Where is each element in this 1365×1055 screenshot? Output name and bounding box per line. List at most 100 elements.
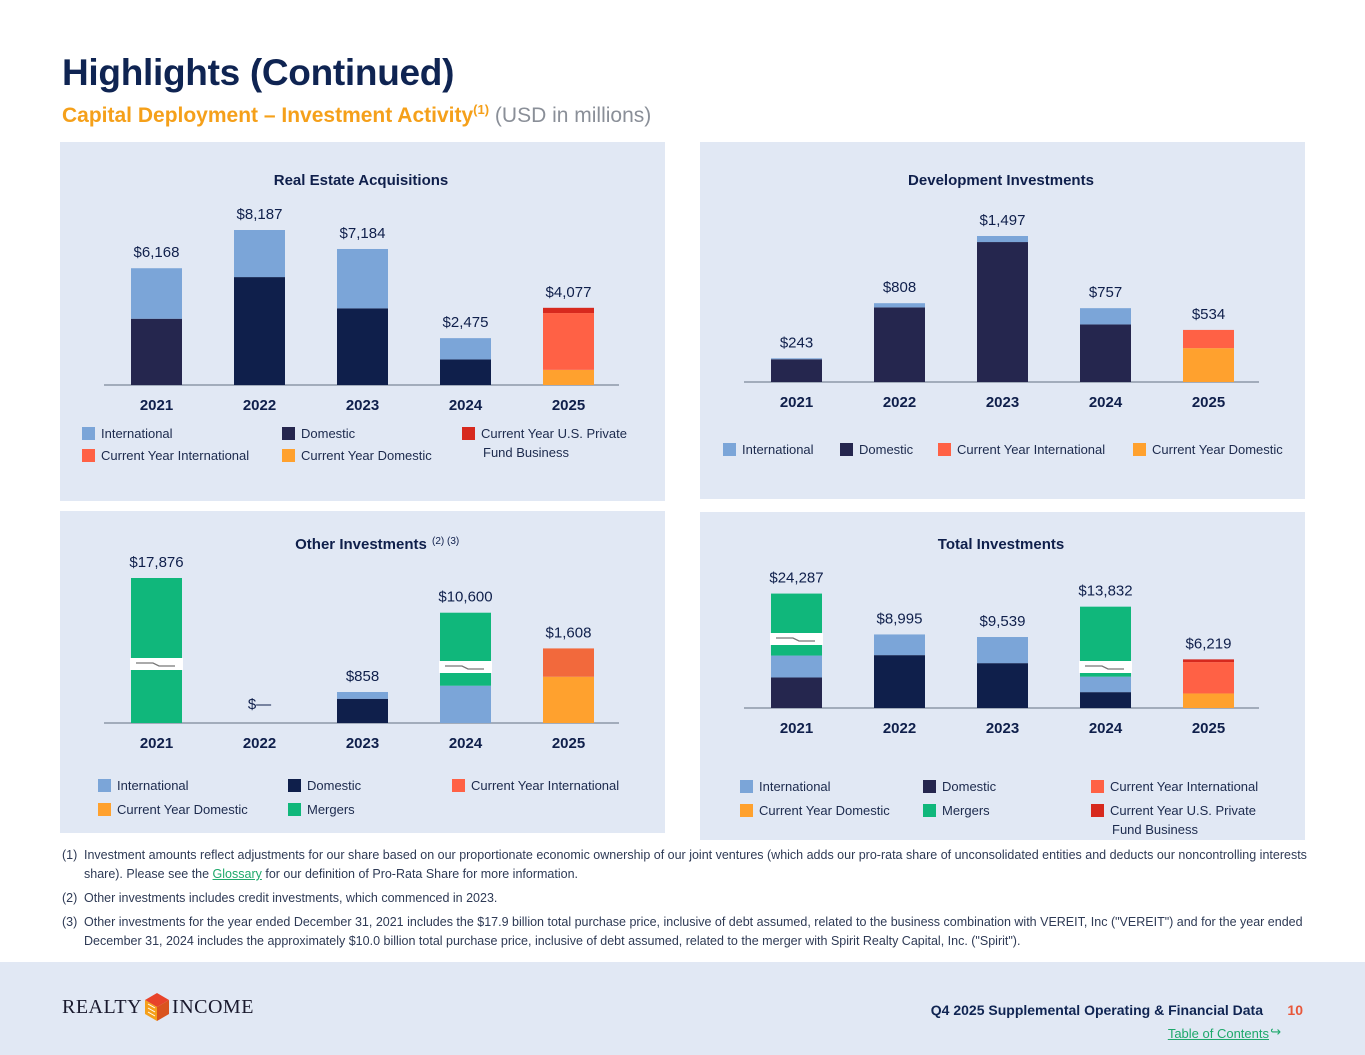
subtitle-main: Capital Deployment – Investment Activity (62, 104, 474, 127)
logo-text-right: INCOME (172, 995, 254, 1018)
footnote-2: (2) Other investments includes credit in… (62, 889, 1312, 908)
legend-label: International (759, 779, 831, 794)
x-tick-label: 2021 (140, 397, 173, 414)
bar-total-label: $757 (1089, 284, 1122, 301)
real-estate-acquisitions-panel: Real Estate Acquisitions $6,168 2021 $8,187… (60, 142, 665, 501)
footnote-text-part: Investment amounts reflect adjustments f… (84, 848, 1307, 881)
legend-swatch (1133, 443, 1146, 456)
footnote-text-part: for our definition of Pro-Rata Share for… (261, 867, 578, 881)
legend-swatch (288, 803, 301, 816)
bar-total-label: $— (248, 696, 271, 713)
bar-total-label: $8,995 (877, 610, 923, 627)
bar-domestic (1080, 692, 1131, 708)
footnote-number: (3) (62, 915, 78, 929)
bar-international (874, 634, 925, 656)
bar-domestic (1080, 324, 1131, 382)
legend-swatch (98, 779, 111, 792)
footnote-text: Other investments for the year ended Dec… (84, 915, 1303, 948)
chart-title: Development Investments (908, 172, 1094, 189)
bar-total-label: $7,184 (340, 225, 386, 242)
legend-label: Current Year Domestic (117, 802, 248, 817)
bar-current-year-international (1183, 662, 1234, 694)
legend-label: International (117, 778, 189, 793)
legend-label: Current Year U.S. Private (1110, 803, 1256, 818)
bar-international (1080, 308, 1131, 325)
x-tick-label: 2021 (780, 720, 813, 737)
legend-swatch (740, 780, 753, 793)
chart-title: Real Estate Acquisitions (274, 172, 449, 189)
legend-label: Current Year Domestic (1152, 442, 1283, 457)
axis-break-mark (1085, 665, 1124, 670)
x-tick-label: 2022 (883, 720, 916, 737)
bar-current-year-us-private-fund (1183, 659, 1234, 663)
legend-label: Domestic (307, 778, 362, 793)
x-tick-label: 2023 (346, 735, 379, 752)
footnotes: (1) Investment amounts reflect adjustmen… (62, 846, 1312, 956)
bar-current-year-domestic (1183, 348, 1234, 382)
glossary-link[interactable]: Glossary (212, 867, 262, 881)
bar-mergers (131, 578, 182, 723)
bar-current-year-domestic (543, 369, 594, 385)
page-title: Highlights (Continued) (62, 52, 455, 93)
bar-total-label: $808 (883, 279, 916, 296)
axis-break-mark (136, 662, 175, 667)
legend-swatch (1091, 780, 1104, 793)
bar-total-label: $24,287 (769, 570, 823, 587)
legend-swatch (1091, 804, 1104, 817)
table-of-contents-link[interactable]: Table of Contents (1167, 1026, 1269, 1041)
bar-mergers (771, 593, 822, 656)
bar-international (337, 248, 388, 309)
legend-swatch (938, 443, 951, 456)
document-title: Q4 2025 Supplemental Operating & Financi… (930, 1002, 1263, 1018)
bar-international (977, 637, 1028, 664)
footnote-text: Other investments includes credit invest… (84, 891, 498, 905)
bar-international (1080, 676, 1131, 693)
x-tick-label: 2025 (1192, 394, 1225, 411)
x-tick-label: 2022 (243, 735, 276, 752)
legend-swatch (98, 803, 111, 816)
legend-label: Current Year U.S. Private (481, 426, 627, 441)
legend-label: Current Year International (957, 442, 1105, 457)
bar-domestic (874, 655, 925, 708)
x-tick-label: 2025 (552, 735, 585, 752)
page-footer: REALTY INCOME Q4 2025 Supplemental Opera… (0, 962, 1365, 1055)
bar-current-year-domestic (1183, 693, 1234, 708)
legend-label: Fund Business (483, 445, 569, 460)
subtitle-footnote-ref: (1) (473, 102, 490, 117)
logo-text-left: REALTY (62, 995, 143, 1018)
legend-swatch (923, 780, 936, 793)
footnote-number: (1) (62, 848, 78, 862)
chart-svg: Real Estate Acquisitions $6,168 2021 $8,187… (82, 172, 627, 463)
bar-total-label: $858 (346, 668, 379, 685)
bar-total-label: $17,876 (129, 554, 183, 571)
legend-label: Current Year International (1110, 779, 1258, 794)
legend-swatch (82, 427, 95, 440)
x-tick-label: 2021 (780, 394, 813, 411)
legend-label: International (742, 442, 814, 457)
x-tick-label: 2023 (986, 394, 1019, 411)
bar-total-label: $2,475 (443, 314, 489, 331)
legend-label: International (101, 426, 173, 441)
legend-label: Domestic (301, 426, 356, 441)
bar-total-label: $8,187 (237, 206, 283, 223)
total-investments-panel: Total Investments $24,287 2021 $8,995 2022 $9… (700, 512, 1305, 840)
x-tick-label: 2025 (552, 397, 585, 414)
bar-total-label: $6,219 (1186, 635, 1232, 652)
logo-cube-icon (145, 993, 170, 1021)
axis-break-gap (1079, 661, 1132, 673)
chart-title: Total Investments (938, 536, 1064, 553)
bar-international (337, 692, 388, 699)
realty-income-logo: REALTY INCOME (62, 992, 254, 1022)
bar-current-year-international (1183, 329, 1234, 349)
axis-break-mark (776, 637, 815, 642)
bar-international (440, 338, 491, 360)
legend-swatch (840, 443, 853, 456)
bar-domestic (440, 359, 491, 385)
bar-international (440, 685, 491, 723)
bar-domestic (771, 677, 822, 708)
axis-break-mark (445, 665, 484, 670)
footnote-number: (2) (62, 891, 78, 905)
x-tick-label: 2024 (1089, 394, 1123, 411)
legend-swatch (282, 449, 295, 462)
legend-label: Mergers (307, 802, 355, 817)
